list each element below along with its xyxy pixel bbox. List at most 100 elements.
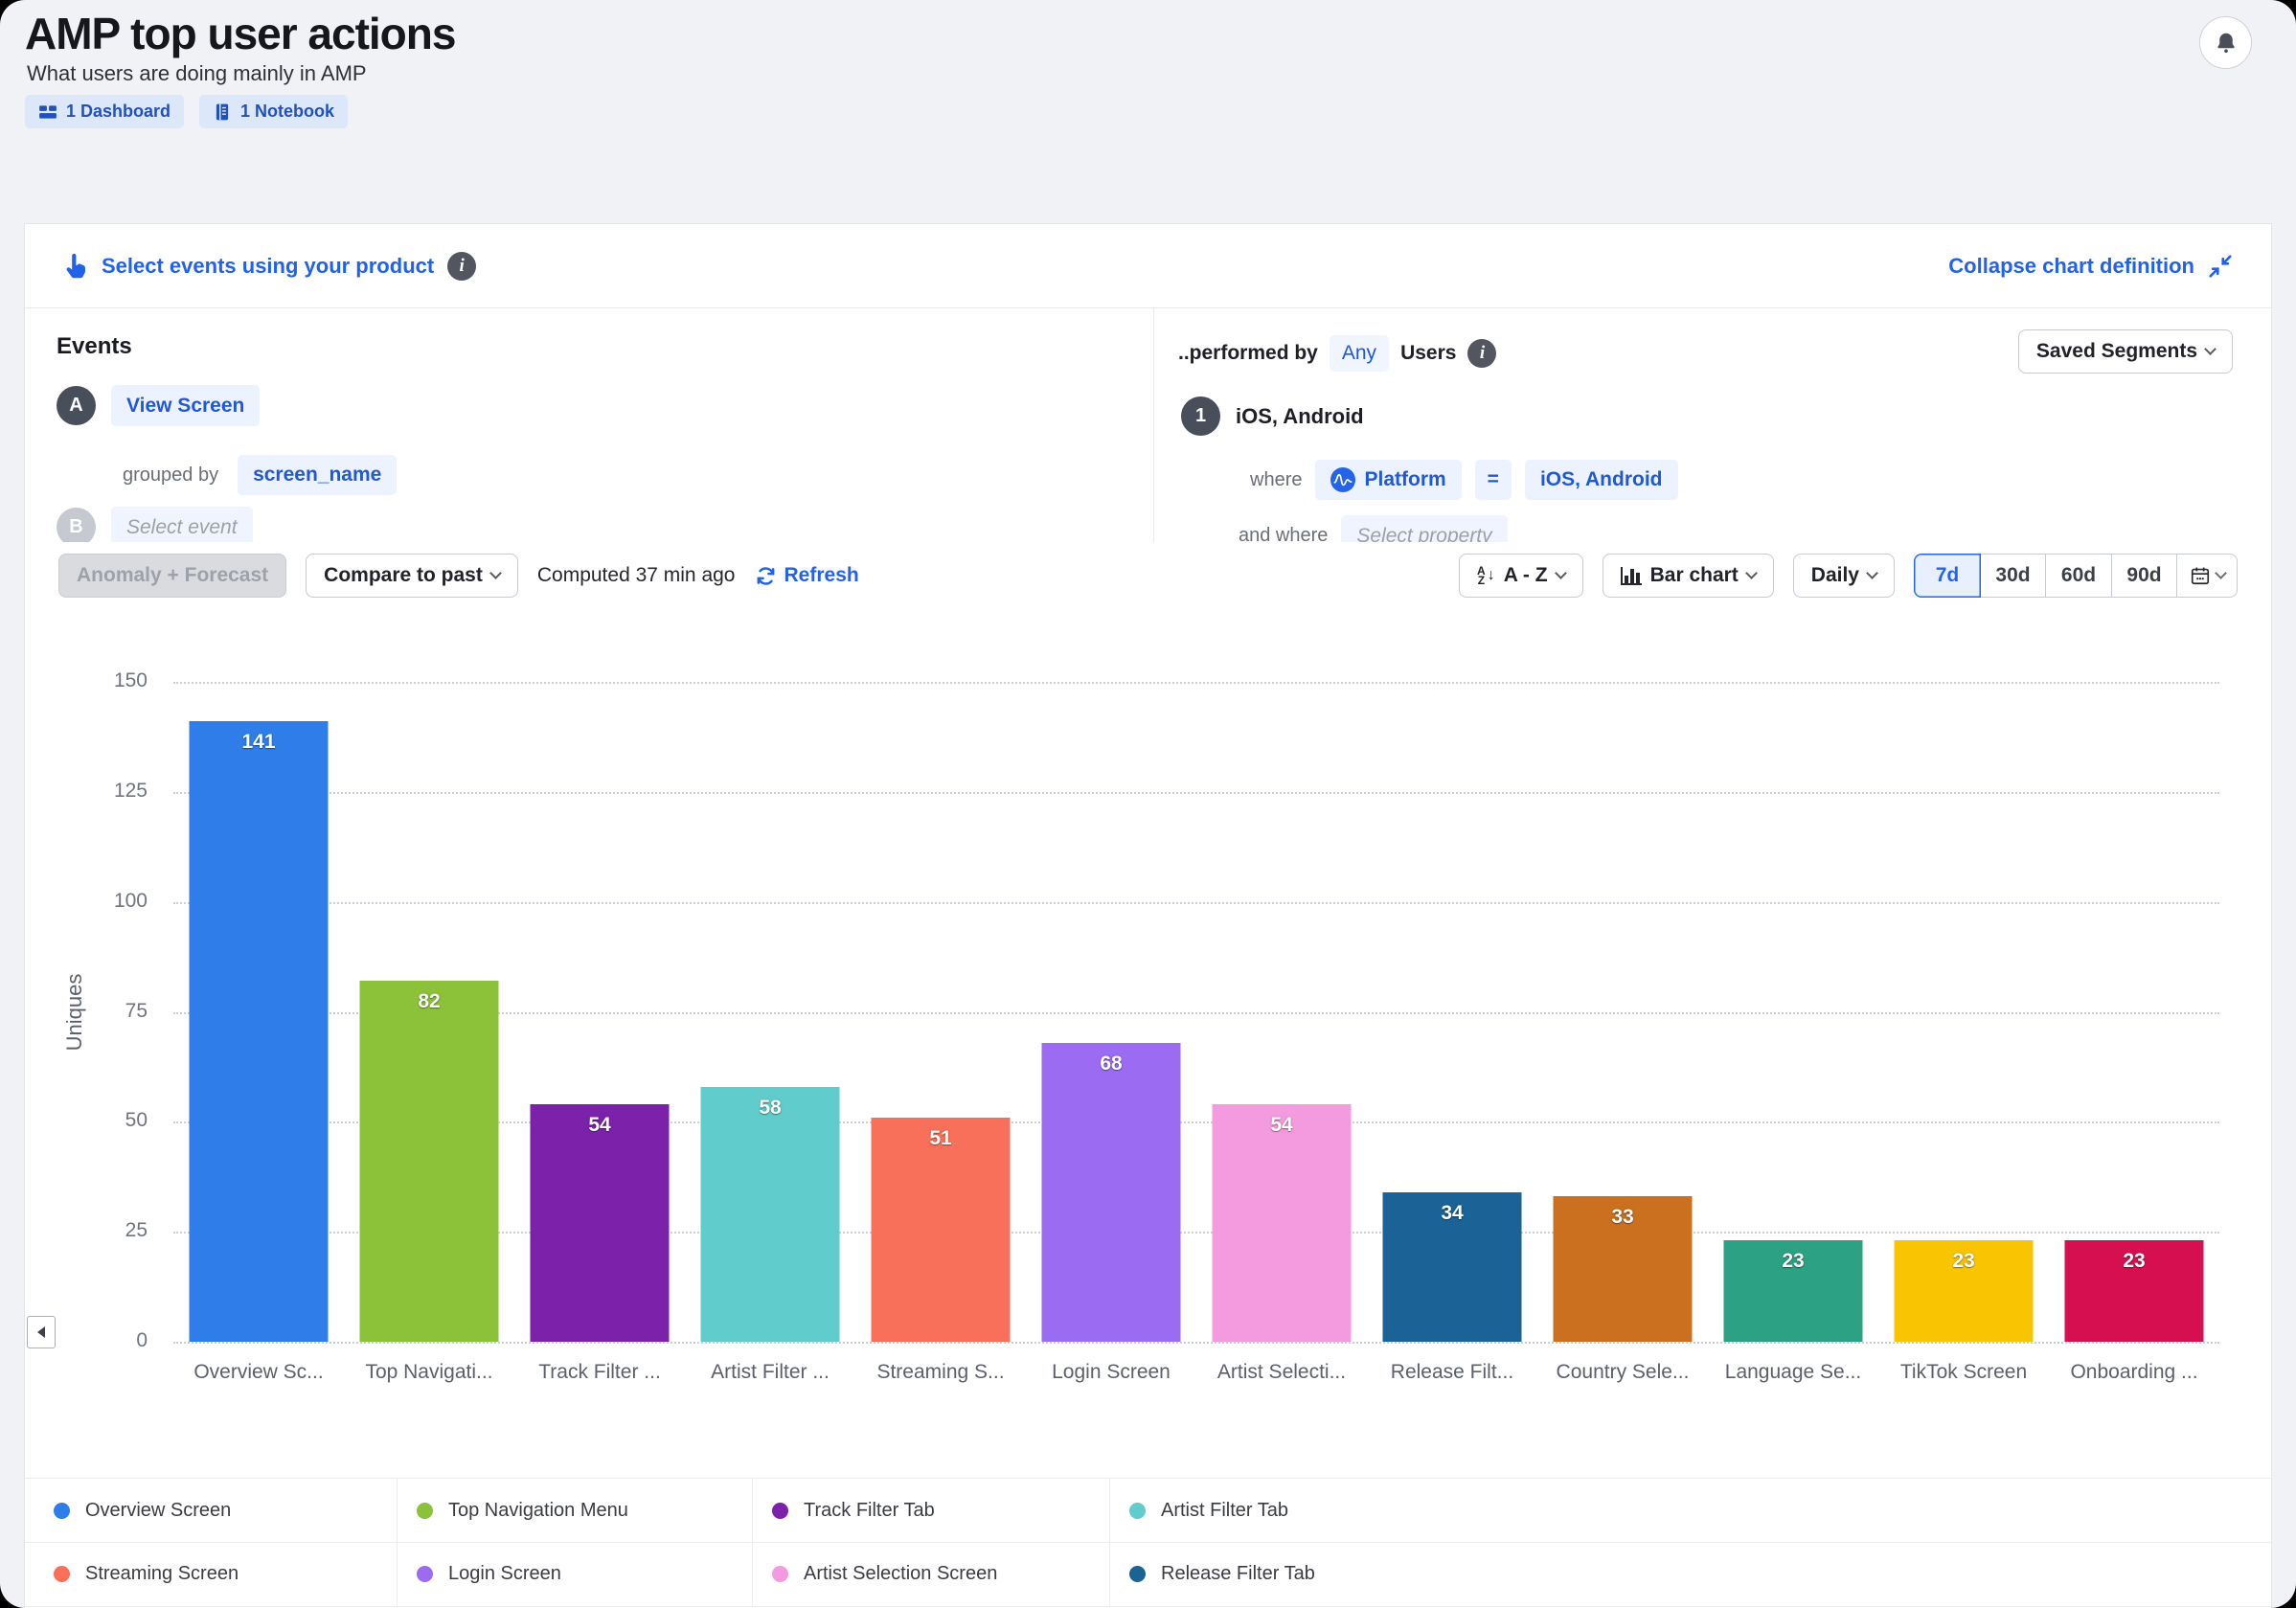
compare-to-past-button[interactable]: Compare to past [306,554,518,598]
notebook-badge[interactable]: 1 Notebook [199,95,349,128]
x-tick-label: Artist Filter ... [711,1361,830,1383]
legend-item[interactable]: Login Screen [397,1542,752,1605]
bar[interactable]: 23 [1723,1240,1863,1342]
bar-value-label: 23 [1952,1250,1975,1273]
collapse-chart-definition-link[interactable]: Collapse chart definition [1948,253,2194,278]
chart-definition-body: Events A View Screen grouped by screen_n… [25,308,2271,542]
chevron-down-icon [1554,567,1567,579]
x-tick-label: Onboarding ... [2070,1361,2198,1383]
events-panel: Events A View Screen grouped by screen_n… [25,308,1154,542]
users-label: Users [1400,342,1457,364]
bars-container: 141 82 54 58 51 68 54 34 33 23 23 23 [173,682,2219,1342]
operator-chip[interactable]: = [1474,460,1512,500]
bar-value-label: 68 [1100,1052,1123,1075]
bar-value-label: 54 [1270,1113,1293,1136]
bar[interactable]: 82 [359,981,499,1342]
legend-item-label: Artist Filter Tab [1161,1499,1288,1521]
x-tick-label: Release Filt... [1390,1361,1514,1383]
event-a-chip[interactable]: View Screen [111,385,261,426]
any-users-chip[interactable]: Any [1329,335,1390,372]
event-b-badge: B [57,508,96,542]
chevron-down-icon [1866,567,1878,579]
select-events-link[interactable]: Select events using your product [102,253,435,278]
bar[interactable]: 23 [2064,1240,2204,1342]
select-event-chip[interactable]: Select event [111,507,253,542]
chart-toolbar: Anomaly + Forecast Compare to past Compu… [25,542,2271,609]
bar[interactable]: 58 [700,1086,840,1342]
bar[interactable]: 34 [1382,1191,1522,1342]
bar[interactable]: 141 [189,721,329,1342]
where-value-chip[interactable]: iOS, Android [1524,460,1678,500]
bar-slot: 141 [173,682,344,1342]
chevron-down-icon [1744,567,1758,579]
range-7d[interactable]: 7d [1914,554,1981,598]
sort-order-button[interactable]: A Z ↓ A - Z [1459,554,1583,598]
legend-color-dot [417,1502,433,1519]
range-90d[interactable]: 90d [2110,554,2178,598]
chevron-down-icon [489,567,502,579]
x-tick-label: Artist Selecti... [1216,1361,1347,1383]
chart-legend: Overview Screen Top Navigation Menu Track … [25,1478,2271,1608]
bar-value-label: 23 [1782,1250,1805,1273]
legend-item[interactable]: Overview Screen [25,1479,397,1542]
bar-value-label: 23 [2123,1250,2146,1273]
chart-card: Select events using your product Collaps… [24,223,2272,1608]
gridline [173,1342,2219,1344]
legend-item[interactable]: Top Navigation Menu [397,1479,752,1542]
legend-row-divider [25,1606,2271,1607]
interval-button[interactable]: Daily [1792,554,1895,598]
performed-by-panel: ..performed by Any Users Saved Segments … [1154,308,2271,542]
legend-color-dot [54,1566,70,1582]
legend-item[interactable]: Artist Filter Tab [1109,1479,2271,1542]
legend-item[interactable]: Release Filter Tab [1109,1542,2271,1605]
legend-item-label: Streaming Screen [85,1563,239,1584]
collapse-icon [2208,254,2233,279]
legend-item-label: Top Navigation Menu [448,1499,628,1521]
triangle-left-icon [37,1326,45,1338]
range-30d[interactable]: 30d [1979,554,2047,598]
segment-row: 1 iOS, Android [1181,396,1364,436]
info-icon[interactable] [447,251,477,281]
x-tick-label: Track Filter ... [538,1361,661,1383]
platform-property-chip[interactable]: Platform [1315,460,1462,500]
dashboard-badge[interactable]: 1 Dashboard [25,95,185,128]
y-tick-label: 0 [136,1329,148,1351]
chart-type-button[interactable]: Bar chart [1602,554,1774,598]
bar-slot: 51 [855,682,1026,1342]
legend-item[interactable]: Track Filter Tab [752,1479,1109,1542]
grouped-by-chip[interactable]: screen_name [238,455,398,495]
range-60d[interactable]: 60d [2045,554,2112,598]
legend-item[interactable]: Streaming Screen [25,1542,397,1605]
bar[interactable]: 54 [1212,1103,1352,1342]
legend-item[interactable]: Artist Selection Screen [752,1542,1109,1605]
page-subtitle: What users are doing mainly in AMP [27,61,367,85]
y-tick-label: 25 [125,1219,148,1242]
sort-az-icon: A Z ↓ [1477,564,1495,587]
bar[interactable]: 51 [871,1117,1011,1342]
legend-color-dot [1129,1502,1146,1519]
gridline [173,1121,2219,1124]
anomaly-forecast-button[interactable]: Anomaly + Forecast [58,554,287,598]
custom-date-range-button[interactable] [2176,554,2238,598]
bar-slot: 33 [1537,682,1708,1342]
bar-slot: 68 [1026,682,1196,1342]
bell-icon [2214,31,2239,56]
legend-item-label: Overview Screen [85,1499,232,1521]
notifications-button[interactable] [2199,16,2252,69]
bar-value-label: 141 [241,731,276,754]
bar[interactable]: 54 [530,1103,670,1342]
info-icon[interactable] [1467,339,1497,368]
bar[interactable]: 68 [1041,1042,1181,1342]
saved-segments-button[interactable]: Saved Segments [2017,329,2233,374]
dashboard-badge-label: 1 Dashboard [66,102,171,121]
gridline [173,1011,2219,1014]
refresh-button[interactable]: Refresh [755,564,859,587]
bar[interactable]: 23 [1894,1240,2034,1342]
x-axis-labels: Overview Sc... Top Navigati... Track Filte… [173,1361,2219,1384]
bar-slot: 54 [1196,682,1367,1342]
collapse-panel-button[interactable] [27,1316,56,1348]
bar[interactable]: 33 [1553,1196,1693,1342]
select-property-chip[interactable]: Select property [1341,515,1508,542]
where-clause-row: where Platform = iOS, Android [1250,460,1678,500]
chevron-down-icon [2204,343,2216,355]
